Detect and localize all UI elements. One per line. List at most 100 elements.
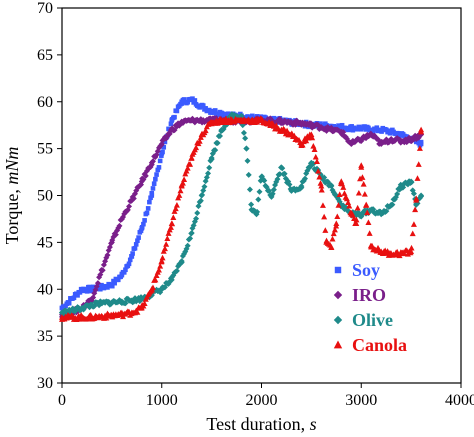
data-point-olive [78, 305, 85, 311]
data-point-soy [89, 286, 95, 292]
data-point-soy [147, 199, 152, 205]
data-point-canola [311, 146, 318, 152]
data-point-olive [243, 145, 250, 152]
y-tick-label: 55 [37, 141, 53, 158]
data-point-soy [168, 121, 174, 127]
data-point-iro [378, 140, 385, 147]
y-tick-label: 40 [37, 281, 53, 298]
data-point-canola [328, 243, 335, 250]
data-point-canola [315, 168, 322, 174]
data-point-canola [408, 244, 415, 251]
data-point-canola [164, 235, 171, 241]
data-point-soy [121, 270, 127, 275]
data-point-soy [388, 129, 394, 135]
data-point-canola [346, 202, 353, 209]
data-point-iro [188, 117, 195, 124]
data-point-olive [194, 209, 201, 216]
data-point-canola [363, 201, 370, 208]
data-point-canola [103, 314, 110, 321]
data-point-olive [358, 211, 365, 218]
data-point-canola [152, 276, 159, 283]
data-point-canola [163, 241, 170, 247]
data-point-olive [248, 206, 255, 213]
data-point-canola [308, 131, 315, 137]
data-point-olive [178, 258, 185, 265]
data-point-olive [173, 267, 180, 274]
data-point-soy [358, 125, 364, 131]
data-point-olive [258, 173, 265, 180]
y-tick-label: 60 [37, 94, 53, 111]
y-tick-label: 30 [37, 375, 53, 392]
data-point-olive [410, 190, 417, 197]
data-point-canola [414, 175, 421, 181]
data-point-canola [329, 235, 336, 242]
data-point-canola [182, 170, 189, 177]
data-point-olive [288, 187, 295, 194]
data-point-olive [228, 112, 235, 119]
data-point-soy [156, 165, 162, 170]
x-tick-label: 4000 [445, 392, 474, 409]
data-point-iro [308, 122, 315, 129]
y-tick-label: 50 [37, 188, 53, 205]
data-point-soy [362, 124, 368, 129]
data-point-olive [193, 215, 200, 222]
data-point-canola [353, 216, 360, 223]
data-point-soy [141, 221, 146, 227]
data-point-iro [142, 172, 149, 179]
data-point-olive [242, 135, 249, 142]
data-point-soy [115, 277, 121, 283]
data-point-canola [361, 191, 368, 197]
data-point-olive [368, 206, 375, 213]
data-point-canola [155, 266, 162, 273]
data-point-canola [310, 143, 317, 149]
data-point-olive [246, 186, 253, 193]
x-tick-label: 3000 [345, 392, 377, 409]
data-point-soy [84, 289, 90, 294]
data-point-canola [138, 304, 145, 311]
data-point-iro [328, 126, 335, 133]
data-point-soy [179, 99, 184, 105]
data-point-soy [90, 284, 96, 290]
data-point-soy [138, 228, 144, 234]
y-axis-title-unit: mNm [2, 147, 22, 185]
data-point-soy [386, 128, 392, 134]
data-point-soy [142, 218, 147, 223]
data-point-soy [77, 290, 83, 295]
data-point-soy [66, 300, 72, 306]
data-point-canola [322, 227, 329, 233]
data-point-canola [340, 184, 347, 190]
data-point-olive [394, 190, 401, 197]
data-point-canola [353, 220, 360, 227]
data-point-canola [330, 230, 337, 237]
y-axis-title-text: Torque, [2, 185, 22, 245]
data-point-soy [119, 272, 125, 278]
data-point-iro [112, 231, 119, 238]
data-point-olive [278, 164, 285, 171]
data-point-canola [178, 182, 185, 189]
data-point-canola [309, 134, 316, 141]
data-point-canola [157, 263, 164, 269]
data-point-canola [208, 119, 215, 125]
data-point-olive [270, 186, 277, 193]
data-point-canola [98, 313, 105, 319]
data-point-soy [132, 245, 138, 251]
data-point-canola [59, 314, 65, 320]
data-point-iro [158, 140, 165, 147]
data-point-canola [358, 164, 365, 170]
data-point-olive [118, 298, 125, 305]
data-point-soy [159, 151, 165, 156]
data-point-soy [133, 242, 139, 247]
data-point-soy [123, 267, 128, 273]
data-point-canola [231, 118, 238, 125]
y-axis-title: Torque, mNm [2, 147, 22, 245]
data-point-canola [366, 230, 373, 236]
data-point-olive [274, 176, 281, 183]
data-point-iro [124, 206, 131, 213]
data-point-soy [69, 296, 75, 301]
data-point-canola [415, 161, 422, 167]
data-point-olive [238, 112, 245, 119]
data-point-canola [258, 117, 265, 123]
data-point-soy [79, 286, 85, 292]
axis-ticks: 0 1000 2000 3000 4000 30 35 40 45 50 55 60 65 70 [37, 0, 474, 409]
